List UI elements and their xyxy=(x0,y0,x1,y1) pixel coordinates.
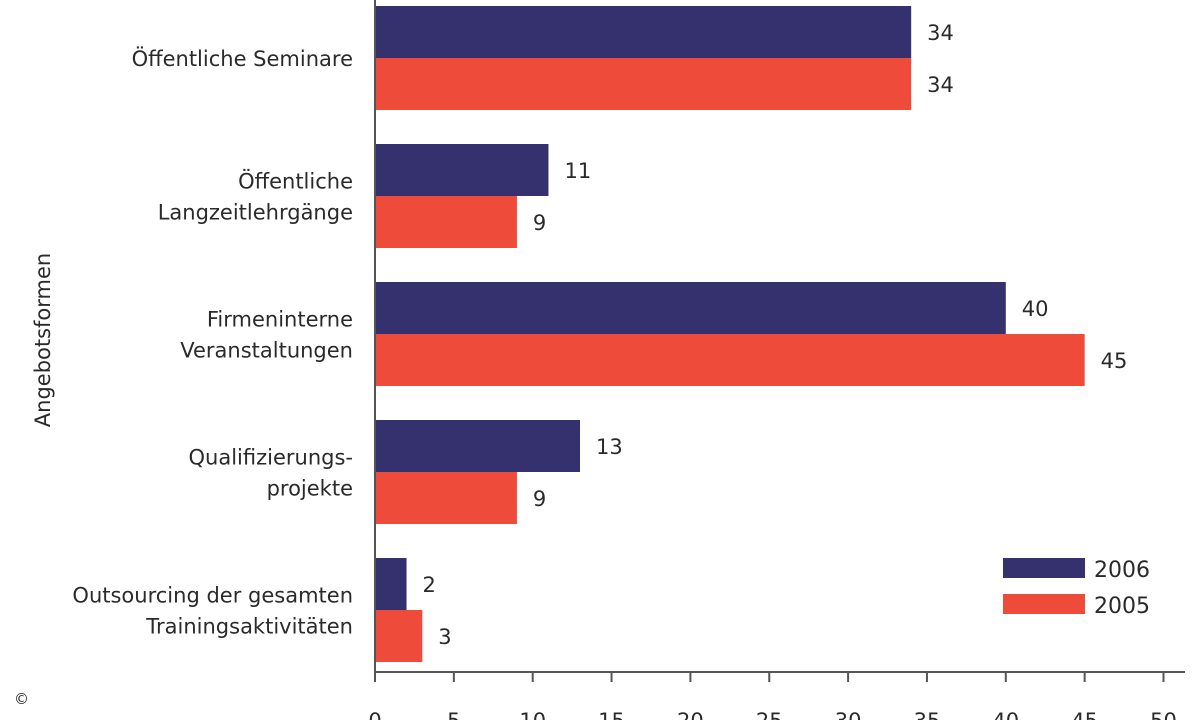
value-label-2005-1: 9 xyxy=(533,211,546,235)
value-label-2006-0: 34 xyxy=(927,21,954,45)
x-tick-label-25: 25 xyxy=(756,709,783,720)
x-tick-label-40: 40 xyxy=(992,709,1019,720)
category-label-3: Qualifizierungs-projekte xyxy=(189,446,353,501)
bar-2006-1 xyxy=(375,144,549,196)
bar-2005-0 xyxy=(375,58,912,110)
legend-label-2006: 2006 xyxy=(1094,558,1150,583)
value-label-2006-4: 2 xyxy=(423,573,436,597)
legend-swatch-2006 xyxy=(1003,558,1085,578)
bar-2006-2 xyxy=(375,282,1006,334)
value-label-2006-2: 40 xyxy=(1022,297,1049,321)
category-label-2: Firmeninterne Veranstaltungen xyxy=(180,308,353,363)
y-axis-label: Angebotsformen xyxy=(31,253,55,427)
x-axis: 0 5 10 15 20 25 30 35 40 45 50 xyxy=(368,0,1185,720)
bar-2005-2 xyxy=(375,334,1085,386)
category-labels-group: Öffentliche Seminare Öffentliche Langzeitl… xyxy=(72,46,353,639)
legend-label-2005: 2005 xyxy=(1094,594,1150,619)
bar-2005-1 xyxy=(375,196,517,248)
category-label-1: Öffentliche Langzeitlehrgänge xyxy=(158,169,353,225)
legend-swatch-2005 xyxy=(1003,594,1085,614)
value-label-2006-3: 13 xyxy=(596,435,623,459)
x-tick-label-30: 30 xyxy=(835,709,862,720)
category-label-0: Öffentliche Seminare xyxy=(132,46,353,71)
category-label-4: Outsourcing der gesamten Trainingsaktivit… xyxy=(72,584,353,639)
bars-group xyxy=(375,6,1085,662)
x-tick-label-50: 50 xyxy=(1150,709,1177,720)
value-label-2005-2: 45 xyxy=(1101,349,1128,373)
bar-2006-0 xyxy=(375,6,912,58)
value-label-2006-1: 11 xyxy=(564,159,591,183)
value-label-2005-0: 34 xyxy=(927,73,954,97)
x-tick-label-15: 15 xyxy=(598,709,625,720)
bar-2006-3 xyxy=(375,420,581,472)
bar-2006-4 xyxy=(375,558,407,610)
bar-2005-4 xyxy=(375,610,423,662)
x-tick-label-0: 0 xyxy=(368,709,381,720)
x-tick-label-45: 45 xyxy=(1071,709,1098,720)
bar-2005-3 xyxy=(375,472,517,524)
legend: 2006 2005 xyxy=(1003,558,1150,619)
x-tick-label-35: 35 xyxy=(914,709,941,720)
x-tick-label-20: 20 xyxy=(677,709,704,720)
x-tick-label-5: 5 xyxy=(447,709,460,720)
value-labels-group: 34 34 11 9 40 45 13 9 2 3 xyxy=(423,21,1128,649)
copyright-symbol: © xyxy=(14,690,29,708)
x-tick-label-10: 10 xyxy=(519,709,546,720)
value-label-2005-4: 3 xyxy=(438,625,451,649)
value-label-2005-3: 9 xyxy=(533,487,546,511)
